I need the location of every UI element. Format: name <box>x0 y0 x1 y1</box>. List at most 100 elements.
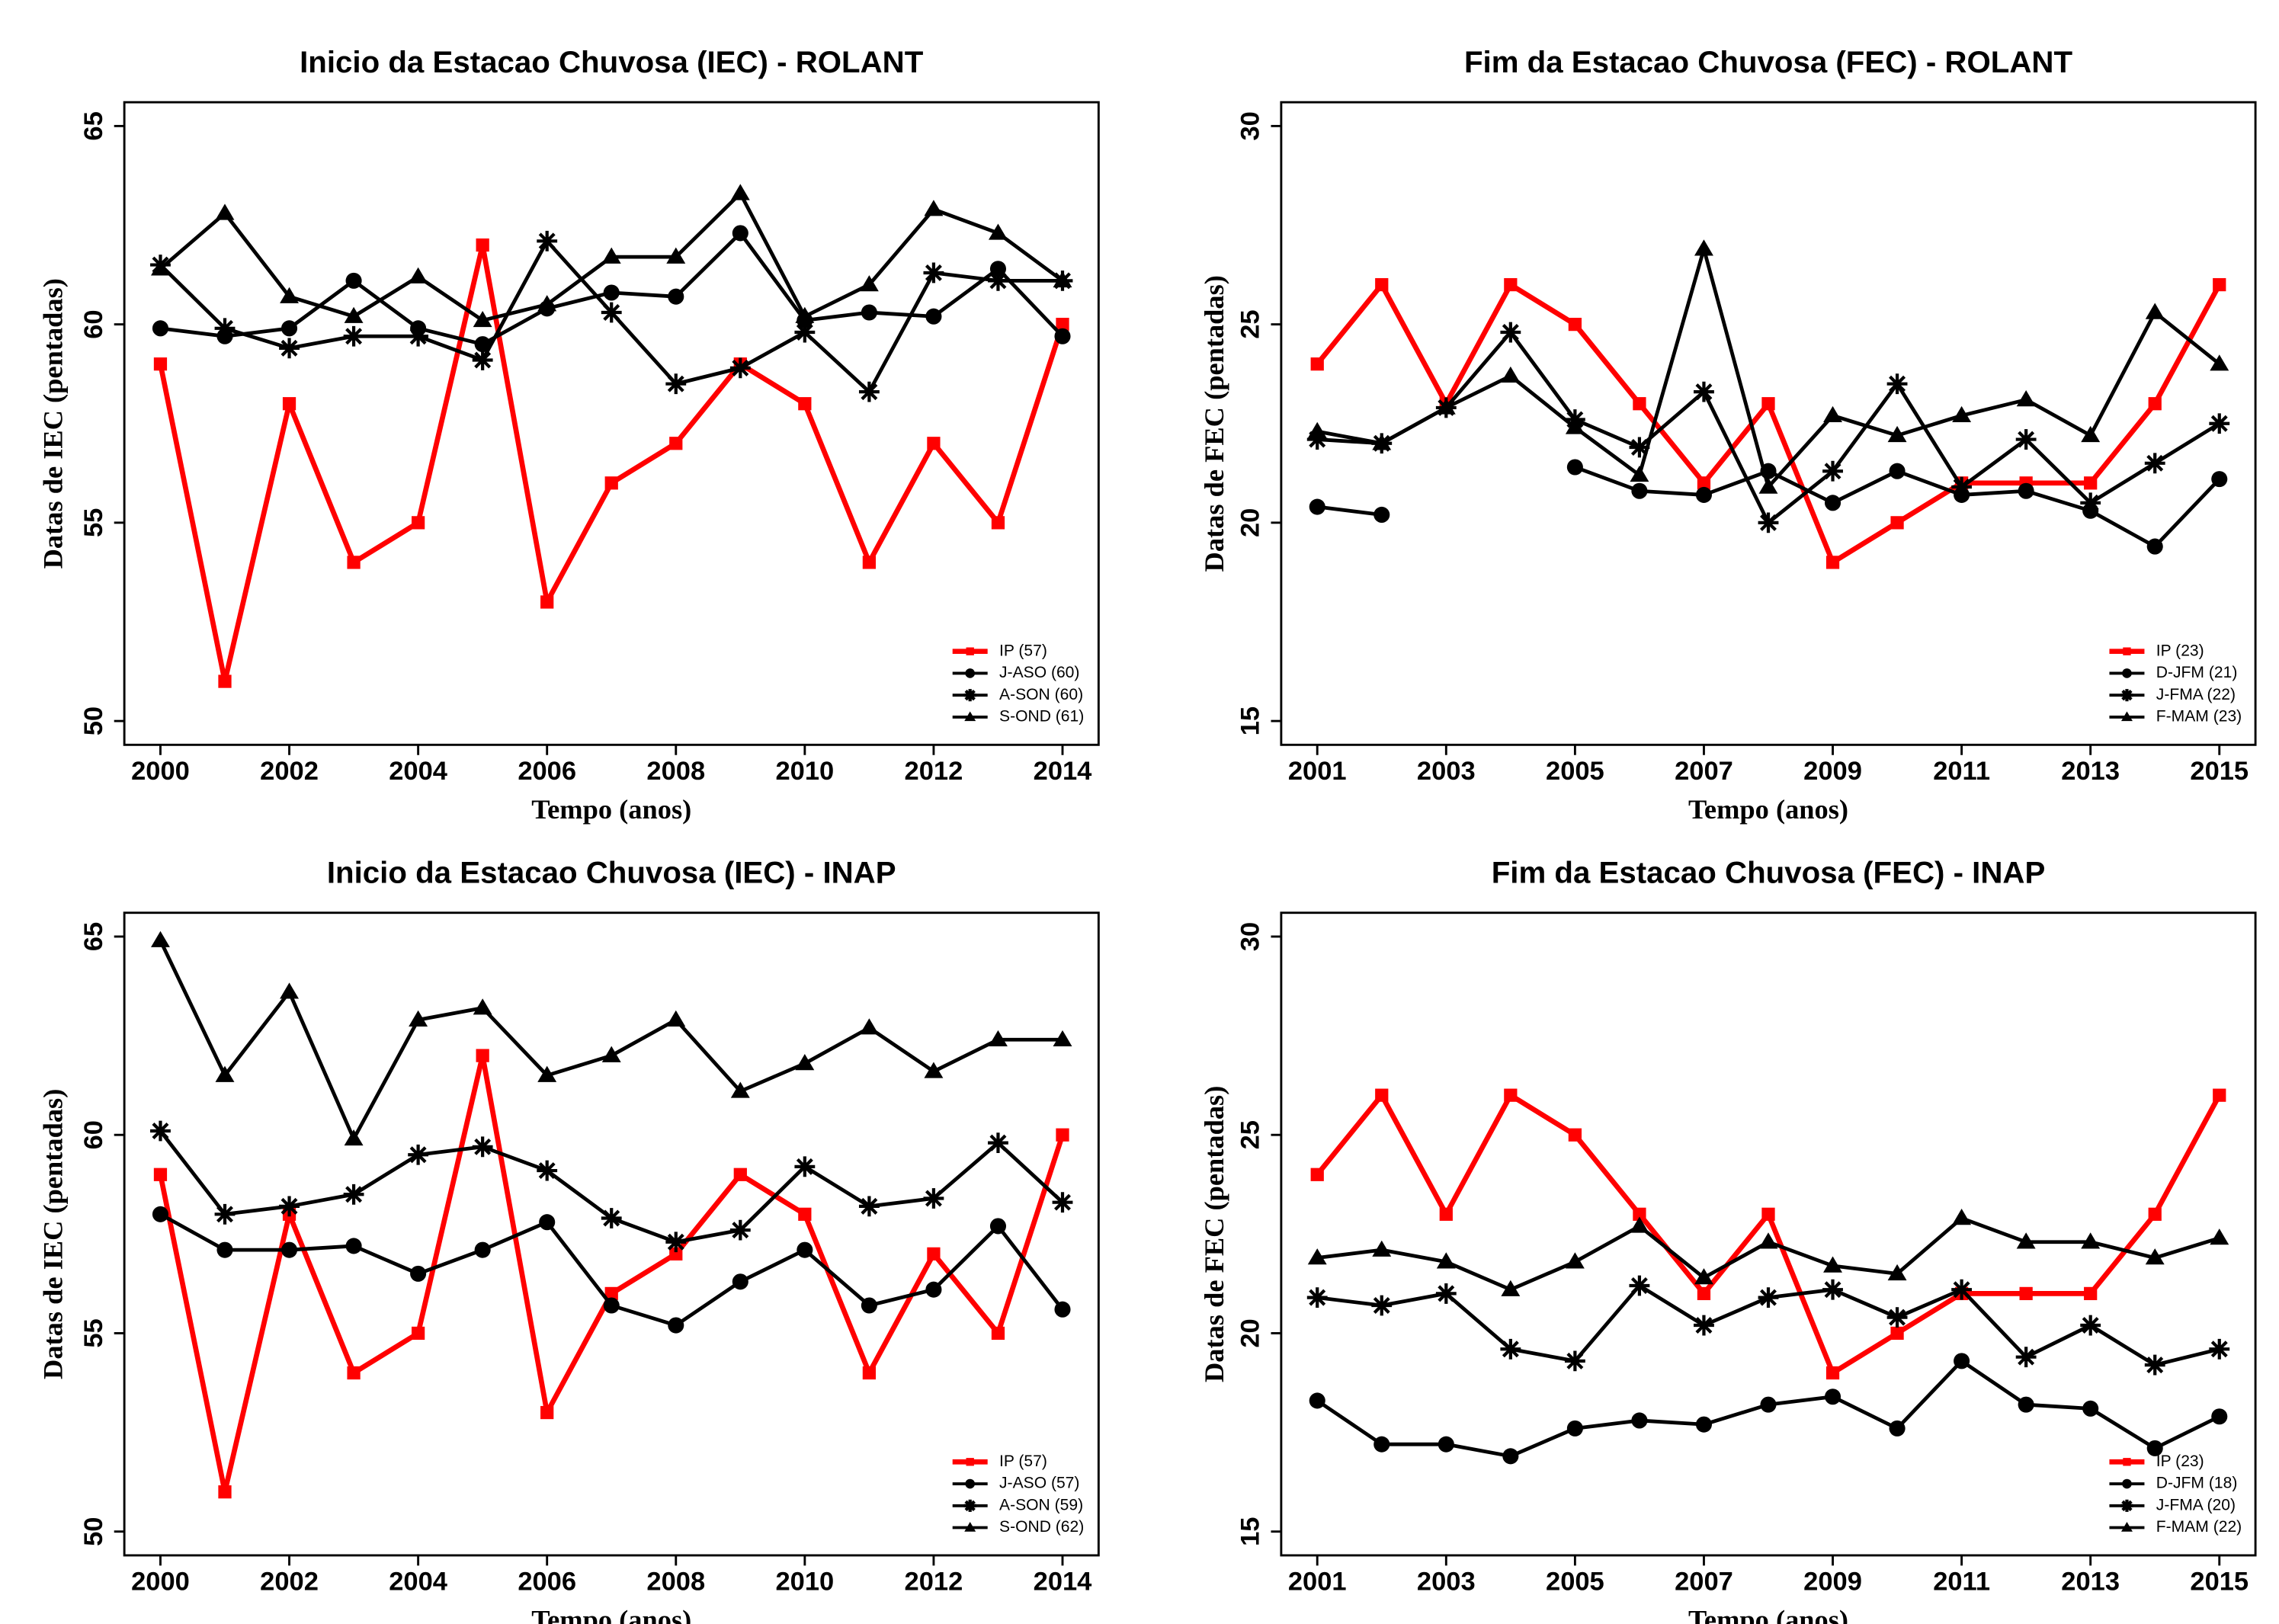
x-tick-label: 2013 <box>2061 1567 2120 1596</box>
chart-panel: Inicio da Estacao Chuvosa (IEC) - ROLANT… <box>37 45 1100 825</box>
marker-circle <box>2122 668 2132 678</box>
marker-square <box>1697 476 1711 490</box>
marker-square <box>862 1366 877 1380</box>
marker-square <box>1568 317 1582 332</box>
x-tick-label: 2005 <box>1546 1567 1604 1596</box>
marker-square <box>153 1168 168 1181</box>
y-axis-label: Datas de FEC (pentadas) <box>1199 275 1229 572</box>
x-tick-label: 2008 <box>646 757 705 786</box>
marker-circle <box>1566 459 1583 476</box>
marker-square <box>218 674 232 688</box>
marker-asterisk <box>2015 429 2037 450</box>
marker-triangle <box>1758 477 1778 494</box>
x-tick-label: 2006 <box>518 1567 576 1596</box>
marker-triangle <box>1436 1252 1456 1269</box>
plot-frame <box>123 911 1100 1557</box>
x-tick-label: 2009 <box>1803 757 1862 786</box>
marker-triangle <box>601 247 621 264</box>
marker-triangle <box>1565 418 1585 434</box>
x-tick-label: 2002 <box>260 757 319 786</box>
y-tick-label: 20 <box>1236 1318 1265 1347</box>
marker-square <box>2084 476 2098 490</box>
y-tick-label: 15 <box>1236 706 1265 735</box>
x-tick-label: 2011 <box>1933 1567 1990 1596</box>
y-tick-label: 30 <box>1236 111 1265 140</box>
marker-triangle <box>601 1046 621 1062</box>
marker-square <box>862 556 877 569</box>
legend-label: IP (57) <box>999 642 1047 659</box>
marker-circle <box>216 1241 233 1258</box>
marker-square <box>991 1326 1005 1341</box>
marker-asterisk <box>665 373 687 395</box>
marker-triangle <box>2016 390 2036 407</box>
x-tick-label: 2004 <box>389 1567 447 1596</box>
legend-label: J-ASO (60) <box>999 664 1079 681</box>
marker-asterisk <box>2120 689 2133 702</box>
plot-frame <box>1280 101 2257 746</box>
marker-square <box>153 357 168 371</box>
marker-triangle <box>666 1010 686 1027</box>
marker-square <box>927 437 941 450</box>
marker-circle <box>925 1281 942 1298</box>
marker-square <box>966 1458 974 1466</box>
marker-circle <box>474 1241 491 1258</box>
x-tick-label: 2001 <box>1288 757 1347 786</box>
marker-square <box>540 595 554 609</box>
marker-asterisk <box>601 302 622 323</box>
y-tick-label: 25 <box>1236 309 1265 338</box>
marker-asterisk <box>472 1136 493 1158</box>
marker-square <box>1310 1168 1324 1181</box>
marker-triangle <box>1501 1280 1521 1296</box>
chart-title: Fim da Estacao Chuvosa (FEC) - ROLANT <box>1464 45 2072 79</box>
marker-asterisk <box>2209 413 2230 434</box>
legend-label: J-FMA (22) <box>2156 686 2236 703</box>
marker-triangle <box>151 931 170 947</box>
marker-asterisk <box>2144 1354 2165 1376</box>
marker-square <box>669 1247 683 1260</box>
legend-label: IP (23) <box>2156 1453 2204 1470</box>
marker-square <box>1761 1207 1775 1221</box>
marker-triangle <box>409 267 428 283</box>
marker-triangle <box>1758 1232 1778 1249</box>
series-line <box>1317 330 2221 525</box>
marker-circle <box>1631 482 1648 499</box>
marker-circle <box>861 304 877 321</box>
x-tick-label: 2011 <box>1933 757 1990 786</box>
marker-asterisk <box>1822 460 1843 482</box>
x-axis-label: Tempo (anos) <box>531 1604 691 1624</box>
marker-circle <box>2122 1478 2132 1489</box>
marker-asterisk <box>408 1144 429 1165</box>
marker-triangle <box>473 998 492 1015</box>
marker-square <box>1056 1128 1069 1142</box>
marker-circle <box>152 320 169 337</box>
marker-square <box>1825 556 1840 569</box>
marker-square <box>476 1049 489 1062</box>
x-axis-label: Tempo (anos) <box>1688 794 1848 825</box>
marker-square <box>2213 277 2226 292</box>
series-line <box>159 940 1063 1141</box>
marker-square <box>2148 1207 2162 1221</box>
marker-square <box>1825 1366 1840 1380</box>
y-tick-label: 15 <box>1236 1517 1265 1546</box>
marker-triangle <box>1887 425 1907 443</box>
marker-triangle <box>1630 1216 1649 1233</box>
legend-label: F-MAM (22) <box>2156 1518 2242 1536</box>
marker-circle <box>345 1238 362 1254</box>
x-tick-label: 2012 <box>905 1567 963 1596</box>
marker-asterisk <box>214 318 236 339</box>
marker-square <box>798 397 812 411</box>
marker-triangle <box>2145 1248 2165 1265</box>
x-tick-label: 2003 <box>1417 1567 1476 1596</box>
marker-asterisk <box>1500 1338 1521 1360</box>
marker-asterisk <box>923 262 944 283</box>
marker-circle <box>989 261 1007 277</box>
marker-circle <box>1824 1389 1841 1405</box>
marker-square <box>733 1168 747 1181</box>
marker-square <box>1056 317 1069 332</box>
marker-square <box>347 1366 361 1380</box>
marker-triangle <box>666 247 686 264</box>
x-tick-label: 2006 <box>518 757 576 786</box>
chart-panel: Fim da Estacao Chuvosa (FEC) - INAP Tempo… <box>1199 856 2257 1624</box>
legend-label: IP (23) <box>2156 642 2204 659</box>
